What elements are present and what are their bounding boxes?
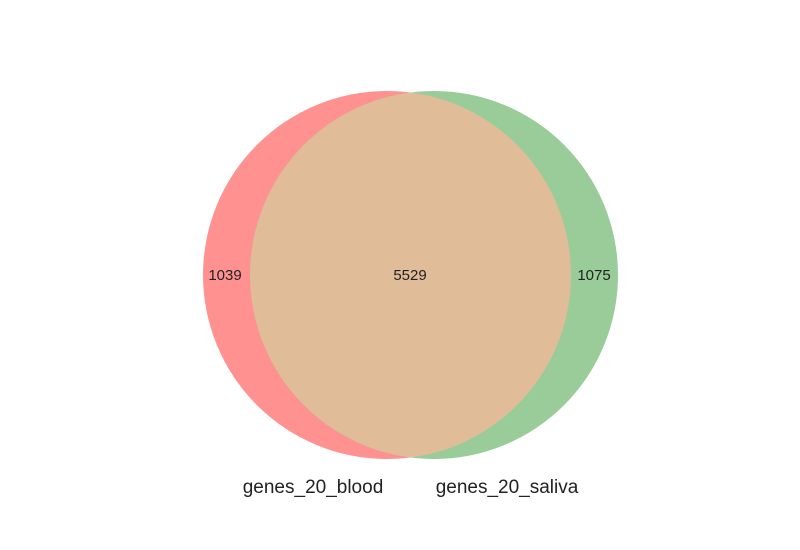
- intersection-region: [250, 91, 571, 459]
- right-only-count: 1075: [577, 267, 610, 284]
- left-only-count: 1039: [208, 267, 241, 284]
- set-label-genes-20-blood: genes_20_blood: [243, 477, 384, 498]
- set-label-genes-20-saliva: genes_20_saliva: [436, 477, 579, 498]
- intersection-count: 5529: [393, 267, 426, 284]
